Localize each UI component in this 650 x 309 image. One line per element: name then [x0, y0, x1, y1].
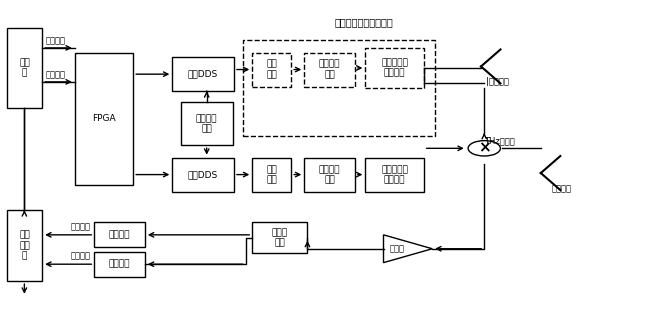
Text: 触发输出: 触发输出 [46, 70, 66, 79]
Text: ×: × [478, 141, 491, 156]
Bar [94, 252, 145, 277]
Bar [94, 222, 145, 247]
Bar [304, 158, 355, 192]
Bar [365, 48, 424, 88]
Text: 校准信号: 校准信号 [71, 252, 91, 260]
Bar [252, 222, 307, 253]
Text: 放大器: 放大器 [389, 244, 405, 253]
Text: 数据
采集
卡: 数据 采集 卡 [19, 231, 30, 260]
Text: 带通滤波: 带通滤波 [109, 230, 131, 239]
Text: 太赫兹倍频
滤波链路: 太赫兹倍频 滤波链路 [381, 165, 408, 184]
Bar [252, 158, 291, 192]
Bar [252, 53, 291, 87]
Text: 扫描
架: 扫描 架 [19, 58, 30, 78]
Text: 微波滤波
链路: 微波滤波 链路 [318, 60, 341, 79]
Text: 参考时钟
信号: 参考时钟 信号 [196, 114, 218, 133]
Bar [181, 102, 233, 145]
Text: 带通
滤波: 带通 滤波 [266, 60, 277, 79]
Bar [304, 53, 355, 87]
Text: 太赫兹倍频
滤波链路: 太赫兹倍频 滤波链路 [381, 58, 408, 78]
Text: 微波滤波
链路: 微波滤波 链路 [318, 165, 341, 184]
Text: |发射天线: |发射天线 [486, 77, 509, 87]
Text: 触发输入: 触发输入 [46, 36, 66, 45]
Bar [75, 53, 133, 185]
Text: FPGA: FPGA [92, 114, 116, 124]
Bar [365, 158, 424, 192]
Text: 太赫兹调频连续波模块: 太赫兹调频连续波模块 [335, 17, 393, 27]
Bar [243, 40, 435, 136]
Text: 低通滤波: 低通滤波 [109, 260, 131, 269]
Bar [172, 57, 234, 91]
Text: 接收DDS: 接收DDS [188, 170, 218, 179]
Bar [6, 28, 42, 108]
Text: 目标信号: 目标信号 [71, 222, 91, 231]
Text: 带通
滤波: 带通 滤波 [266, 165, 277, 184]
Text: 接收天线: 接收天线 [551, 184, 571, 193]
Bar [172, 158, 234, 192]
Bar [6, 210, 42, 281]
Text: 定向耦
合器: 定向耦 合器 [272, 228, 288, 248]
Text: THz混频器: THz混频器 [484, 136, 515, 145]
Text: 发射DDS: 发射DDS [188, 70, 218, 79]
